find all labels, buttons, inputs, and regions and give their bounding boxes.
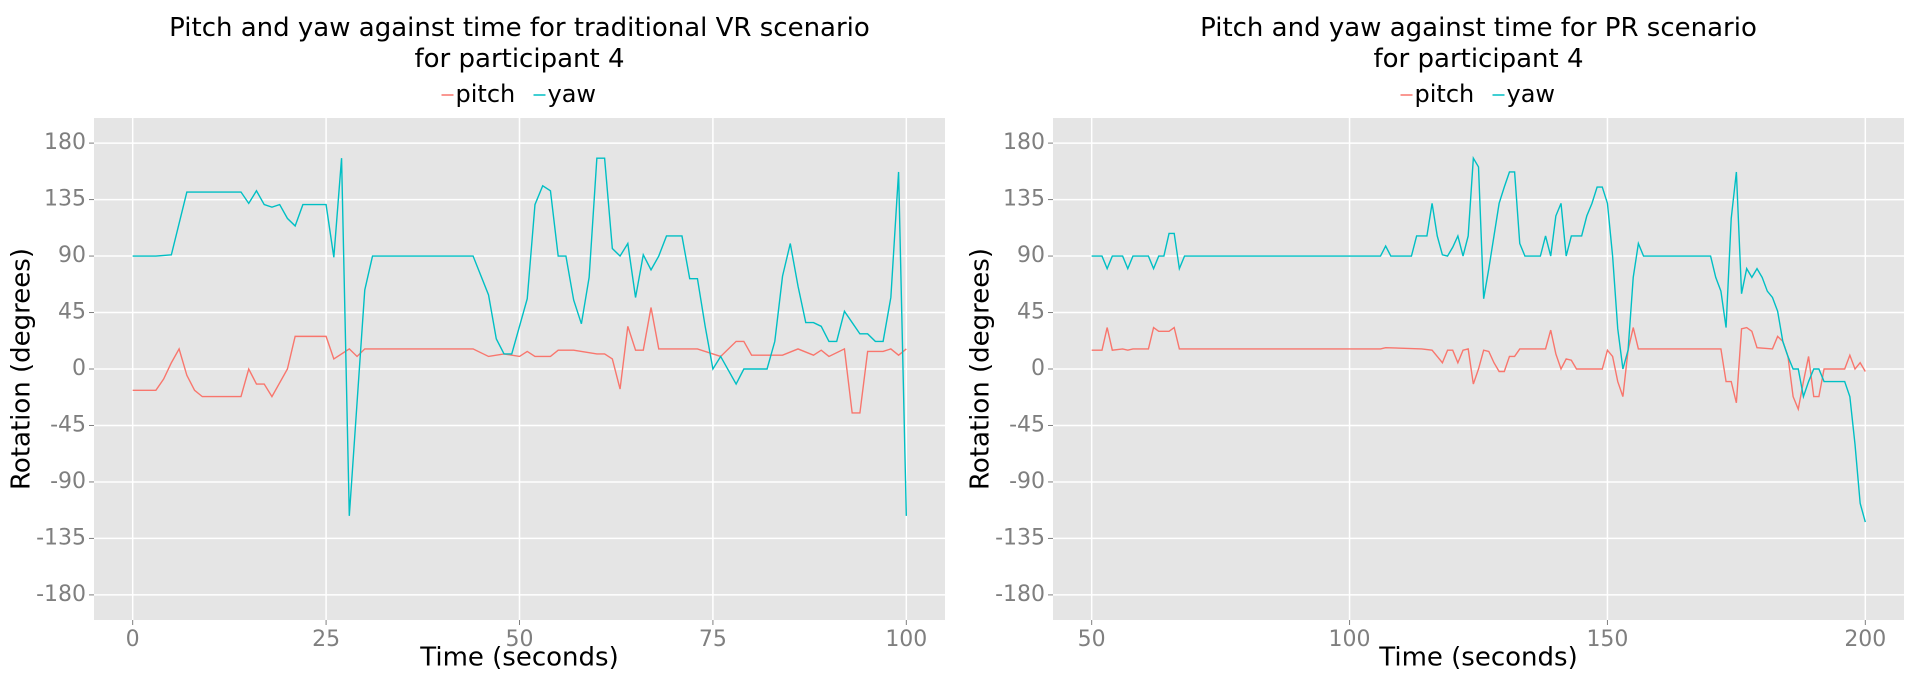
y-tick-label: -45 bbox=[1009, 412, 1045, 437]
y-tick-label: 135 bbox=[44, 187, 86, 212]
y-tick-label: -90 bbox=[1009, 469, 1045, 494]
x-tick-label: 25 bbox=[312, 627, 340, 652]
y-tick-label: 45 bbox=[58, 300, 86, 325]
y-tick-label: 90 bbox=[58, 243, 86, 268]
y-tick-label: 180 bbox=[1003, 130, 1045, 155]
chart: Pitch and yaw against time for PR scenar… bbox=[966, 13, 1904, 673]
y-tick-label: 135 bbox=[1003, 187, 1045, 212]
x-tick-label: 0 bbox=[126, 627, 140, 652]
y-tick-label: -135 bbox=[36, 525, 86, 550]
data-line bbox=[132, 157, 908, 516]
legend-label: yaw bbox=[1507, 80, 1556, 108]
x-tick-label: 100 bbox=[885, 627, 927, 652]
y-tick-label: 180 bbox=[44, 130, 86, 155]
y-tick-label: -180 bbox=[36, 582, 86, 607]
chart: Pitch and yaw against time for tradition… bbox=[7, 13, 945, 673]
y-tick-label: -135 bbox=[995, 525, 1045, 550]
x-tick-label: 50 bbox=[1078, 627, 1106, 652]
x-tick-label: 150 bbox=[1586, 627, 1628, 652]
chart-title: Pitch and yaw against time for PR scenar… bbox=[1200, 13, 1757, 74]
y-tick-label: -90 bbox=[50, 469, 86, 494]
x-tick-label: 200 bbox=[1844, 627, 1886, 652]
x-tick-label: 75 bbox=[699, 627, 727, 652]
y-axis-title: Rotation (degrees) bbox=[966, 248, 996, 490]
legend-label: pitch bbox=[456, 80, 516, 108]
legend-label: pitch bbox=[1415, 80, 1475, 108]
y-tick-label: -180 bbox=[995, 582, 1045, 607]
x-tick-label: 100 bbox=[1329, 627, 1371, 652]
y-tick-label: 0 bbox=[72, 356, 86, 381]
y-tick-label: 90 bbox=[1017, 243, 1045, 268]
y-axis-title: Rotation (degrees) bbox=[7, 248, 37, 490]
y-tick-label: 45 bbox=[1017, 300, 1045, 325]
data-line bbox=[132, 307, 907, 414]
x-axis-title: Time (seconds) bbox=[1378, 643, 1577, 673]
x-axis-title: Time (seconds) bbox=[419, 643, 618, 673]
legend-label: yaw bbox=[548, 80, 597, 108]
x-tick-label: 50 bbox=[506, 627, 534, 652]
y-tick-label: 0 bbox=[1031, 356, 1045, 381]
chart-title: Pitch and yaw against time for tradition… bbox=[169, 13, 870, 74]
data-line bbox=[1091, 155, 1866, 523]
y-tick-label: -45 bbox=[50, 412, 86, 437]
